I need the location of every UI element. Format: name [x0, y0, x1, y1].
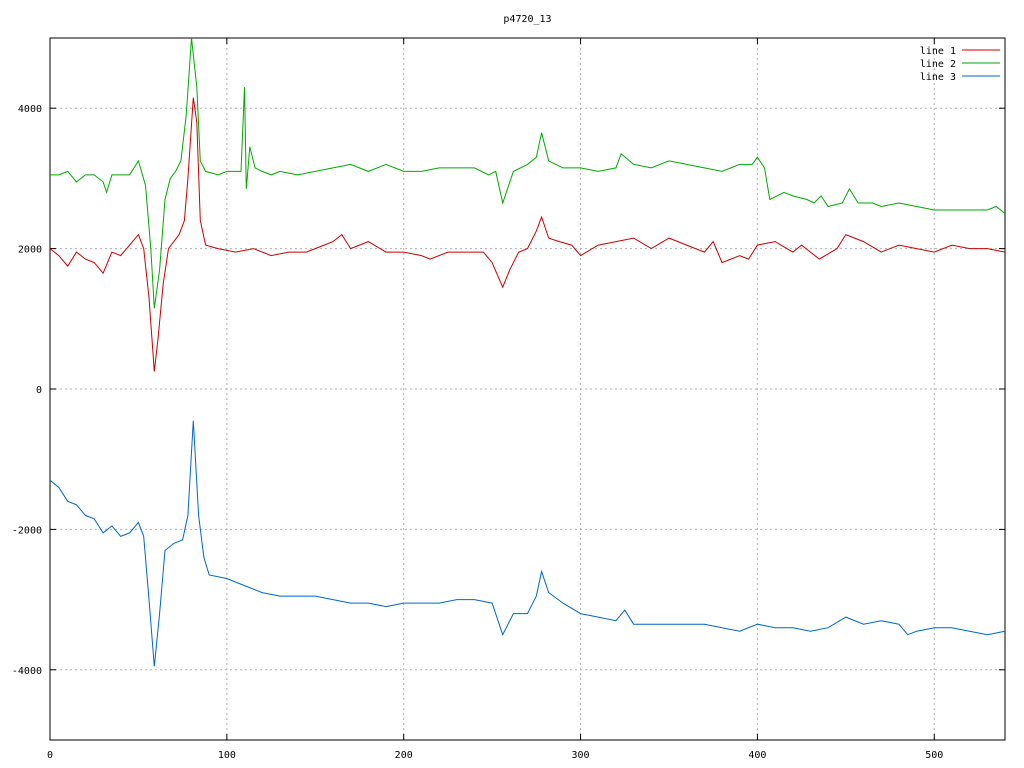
- x-tick-label: 300: [572, 750, 590, 761]
- y-tick-label: -4000: [12, 666, 42, 677]
- y-tick-label: -2000: [12, 525, 42, 536]
- legend: line 1 line 2 line 3: [920, 46, 1000, 83]
- grid: [50, 38, 1005, 740]
- y-tick-label: 2000: [18, 245, 42, 256]
- chart-title: p4720_13: [503, 14, 551, 25]
- x-tick-label: 500: [925, 750, 943, 761]
- legend-label-2: line 2: [920, 59, 956, 70]
- legend-label-1: line 1: [920, 46, 956, 57]
- x-tick-label: 400: [748, 750, 766, 761]
- legend-label-3: line 3: [920, 72, 956, 83]
- x-tick-label: 100: [218, 750, 236, 761]
- series-line-1: [50, 97, 1005, 372]
- y-tick-label: 4000: [18, 104, 42, 115]
- series-layer: [50, 38, 1005, 667]
- x-tick-label: 0: [47, 750, 53, 761]
- x-tick-label: 200: [395, 750, 413, 761]
- series-line-3: [50, 420, 1005, 667]
- series-line-2: [50, 38, 1005, 309]
- axis-ticks: 0 100 200 300 400 500 -4000 -2000 0 2000 4000: [12, 38, 1005, 761]
- y-tick-label: 0: [36, 385, 42, 396]
